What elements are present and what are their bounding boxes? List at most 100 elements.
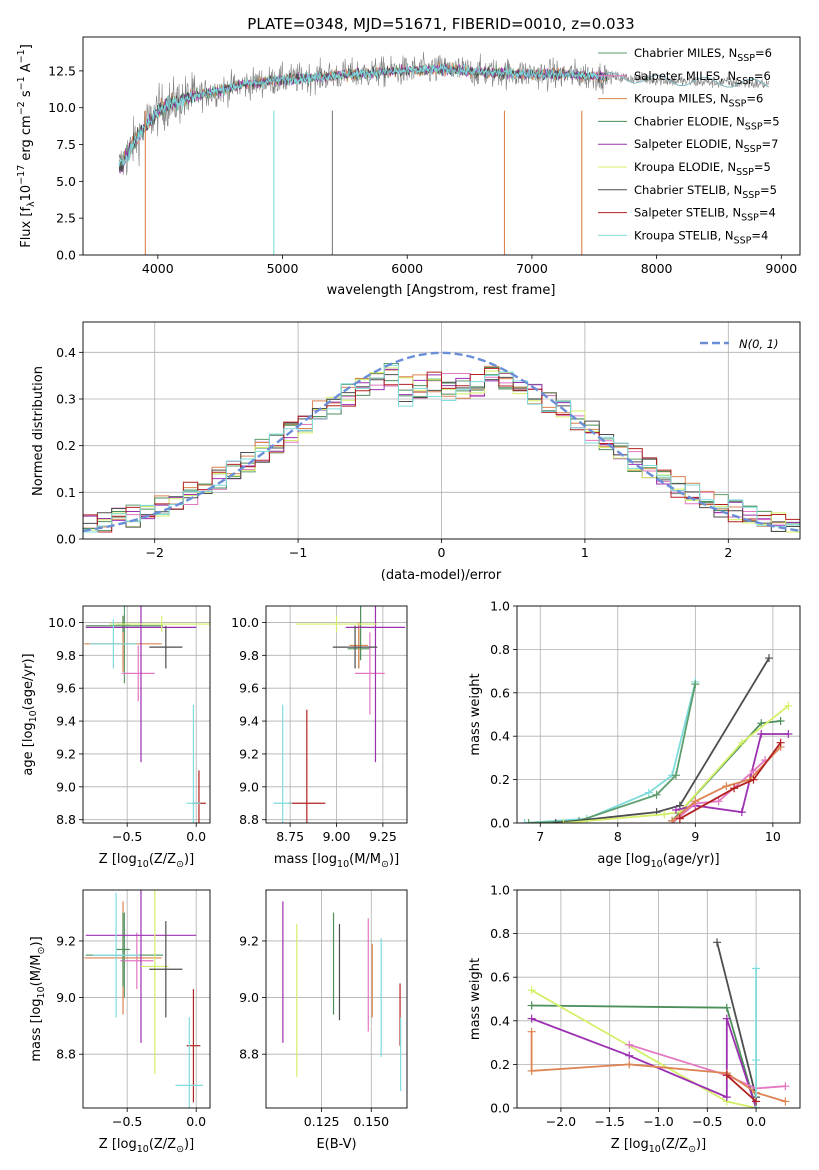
x-tick-label: 0.0 bbox=[746, 1114, 766, 1129]
x-tick-label: −1 bbox=[289, 545, 307, 560]
histogram-legend: N(0, 1) bbox=[700, 337, 779, 351]
series-marker bbox=[784, 701, 793, 710]
series-marker bbox=[527, 1001, 536, 1010]
series-marker bbox=[781, 1097, 790, 1106]
weight-series bbox=[551, 654, 773, 823]
histogram-series bbox=[83, 367, 800, 539]
series-marker bbox=[559, 819, 568, 823]
series-marker bbox=[764, 654, 773, 663]
mass-weight-vs-age-plot-area bbox=[520, 654, 793, 823]
mass-vs-extinction-plot-area bbox=[282, 901, 402, 1092]
series-line bbox=[531, 1017, 757, 1108]
axes-frame bbox=[265, 889, 408, 1109]
weight-series bbox=[722, 1071, 761, 1106]
y-tick-label: 9.0 bbox=[239, 990, 259, 1005]
weight-series bbox=[527, 1014, 761, 1108]
series-marker bbox=[752, 1056, 761, 1065]
y-tick-label: 9.0 bbox=[56, 990, 76, 1005]
mass-weight-vs-metallicity-y-label: mass weight bbox=[468, 958, 483, 1040]
series-marker bbox=[781, 1082, 790, 1091]
series-line bbox=[716, 942, 757, 1098]
x-tick-label: 4000 bbox=[142, 261, 174, 276]
x-tick-label: 0.0 bbox=[186, 1114, 206, 1129]
y-tick-label: 0.4 bbox=[56, 345, 76, 360]
mass-weight-vs-age: 7 8 9 10 0.0 0.2 0.4 0.6 0.8 1.0 bbox=[490, 599, 801, 844]
error-bar-point bbox=[92, 892, 140, 1018]
y-tick-label: 0.0 bbox=[490, 1101, 510, 1116]
series-line bbox=[530, 1031, 786, 1103]
y-tick-label: 0.2 bbox=[490, 1057, 510, 1072]
y-tick-label: 0.8 bbox=[490, 642, 510, 657]
axes-frame bbox=[265, 605, 408, 824]
error-bar-point bbox=[355, 632, 385, 715]
x-tick-label: 8000 bbox=[641, 261, 673, 276]
y-tick-label: 8.8 bbox=[56, 1047, 76, 1062]
axes-frame bbox=[82, 36, 801, 256]
x-tick-label: 8.75 bbox=[276, 829, 304, 844]
mass-vs-metallicity-x-label: Z [log10(Z/Z⊙)] bbox=[99, 1137, 194, 1155]
error-bar-point bbox=[288, 709, 326, 823]
x-tick-label: 2 bbox=[724, 545, 732, 560]
legend-label: Salpeter STELIB, NSSP=4 bbox=[634, 206, 776, 224]
mass-vs-metallicity: −0.5 0.0 8.8 9.0 9.2 bbox=[56, 889, 211, 1129]
axes-frame bbox=[516, 605, 801, 824]
mass-weight-vs-age-x-label: age [log10(age/yr)] bbox=[597, 852, 719, 870]
x-tick-label: 0.125 bbox=[304, 1114, 340, 1129]
age-vs-mass: 8.75 9.00 9.25 8.8 9.0 9.2 9.4 9.6 9.8 10.0 bbox=[231, 605, 408, 844]
series-marker bbox=[652, 790, 661, 799]
mass-weight-vs-metallicity-x-label: Z [log10(Z/Z⊙)] bbox=[611, 1137, 706, 1155]
axes-frame bbox=[82, 321, 801, 540]
model-spectrum bbox=[118, 63, 769, 167]
x-tick-label: −0.5 bbox=[692, 1114, 722, 1129]
series-marker bbox=[527, 986, 536, 995]
y-tick-label: 0.3 bbox=[56, 392, 76, 407]
error-bar-point bbox=[273, 704, 292, 823]
series-marker bbox=[527, 1014, 536, 1023]
histogram-y-label: Normed distribution bbox=[31, 366, 46, 496]
y-tick-label: 5.0 bbox=[56, 174, 76, 189]
error-bar-point bbox=[175, 1017, 204, 1108]
y-tick-label: 8.8 bbox=[56, 812, 76, 827]
series-line bbox=[528, 683, 697, 823]
y-tick-label: 8.8 bbox=[239, 812, 259, 827]
mass-weight-vs-metallicity-plot-area bbox=[527, 938, 790, 1108]
y-tick-label: 1.0 bbox=[490, 883, 510, 898]
series-marker bbox=[757, 719, 766, 728]
error-bar-point bbox=[349, 622, 369, 669]
spectrum-title: PLATE=0348, MJD=51671, FIBERID=0010, z=0… bbox=[247, 15, 634, 33]
error-bar-point bbox=[332, 625, 378, 669]
x-tick-label: 7 bbox=[536, 829, 544, 844]
y-tick-label: 9.8 bbox=[56, 648, 76, 663]
series-marker bbox=[625, 1060, 634, 1069]
error-bar-point bbox=[116, 912, 130, 987]
y-tick-label: 0.4 bbox=[490, 1013, 510, 1028]
series-marker bbox=[722, 1071, 731, 1080]
series-marker bbox=[691, 797, 700, 806]
error-bar-point bbox=[85, 606, 164, 684]
x-tick-label: 0.150 bbox=[353, 1114, 389, 1129]
y-tick-label: 1.0 bbox=[490, 599, 510, 614]
y-tick-label: 9.4 bbox=[56, 714, 76, 729]
gaussian-curve bbox=[83, 351, 800, 532]
residual-histogram: −2 −1 0 1 2 0.0 0.1 0.2 0.3 0.4 bbox=[56, 321, 801, 560]
legend-label: N(0, 1) bbox=[739, 337, 779, 351]
observed-spectrum bbox=[118, 51, 769, 175]
legend-label: Kroupa STELIB, NSSP=4 bbox=[634, 228, 768, 246]
series-marker bbox=[776, 717, 785, 726]
series-marker bbox=[730, 784, 739, 793]
series-marker bbox=[713, 938, 722, 947]
x-tick-label: 8 bbox=[614, 829, 622, 844]
weight-series bbox=[524, 680, 700, 823]
x-tick-label: 9000 bbox=[765, 261, 797, 276]
series-marker bbox=[757, 730, 766, 739]
x-tick-label: 9 bbox=[691, 829, 699, 844]
y-tick-label: 0.2 bbox=[490, 772, 510, 787]
series-marker bbox=[520, 819, 529, 823]
x-tick-label: −2.0 bbox=[546, 1114, 576, 1129]
mass-vs-metallicity-plot-area bbox=[84, 890, 204, 1108]
error-bar-point bbox=[85, 606, 197, 763]
x-tick-label: 5000 bbox=[267, 261, 299, 276]
series-line bbox=[555, 657, 770, 823]
x-tick-label: 0.0 bbox=[186, 829, 206, 844]
